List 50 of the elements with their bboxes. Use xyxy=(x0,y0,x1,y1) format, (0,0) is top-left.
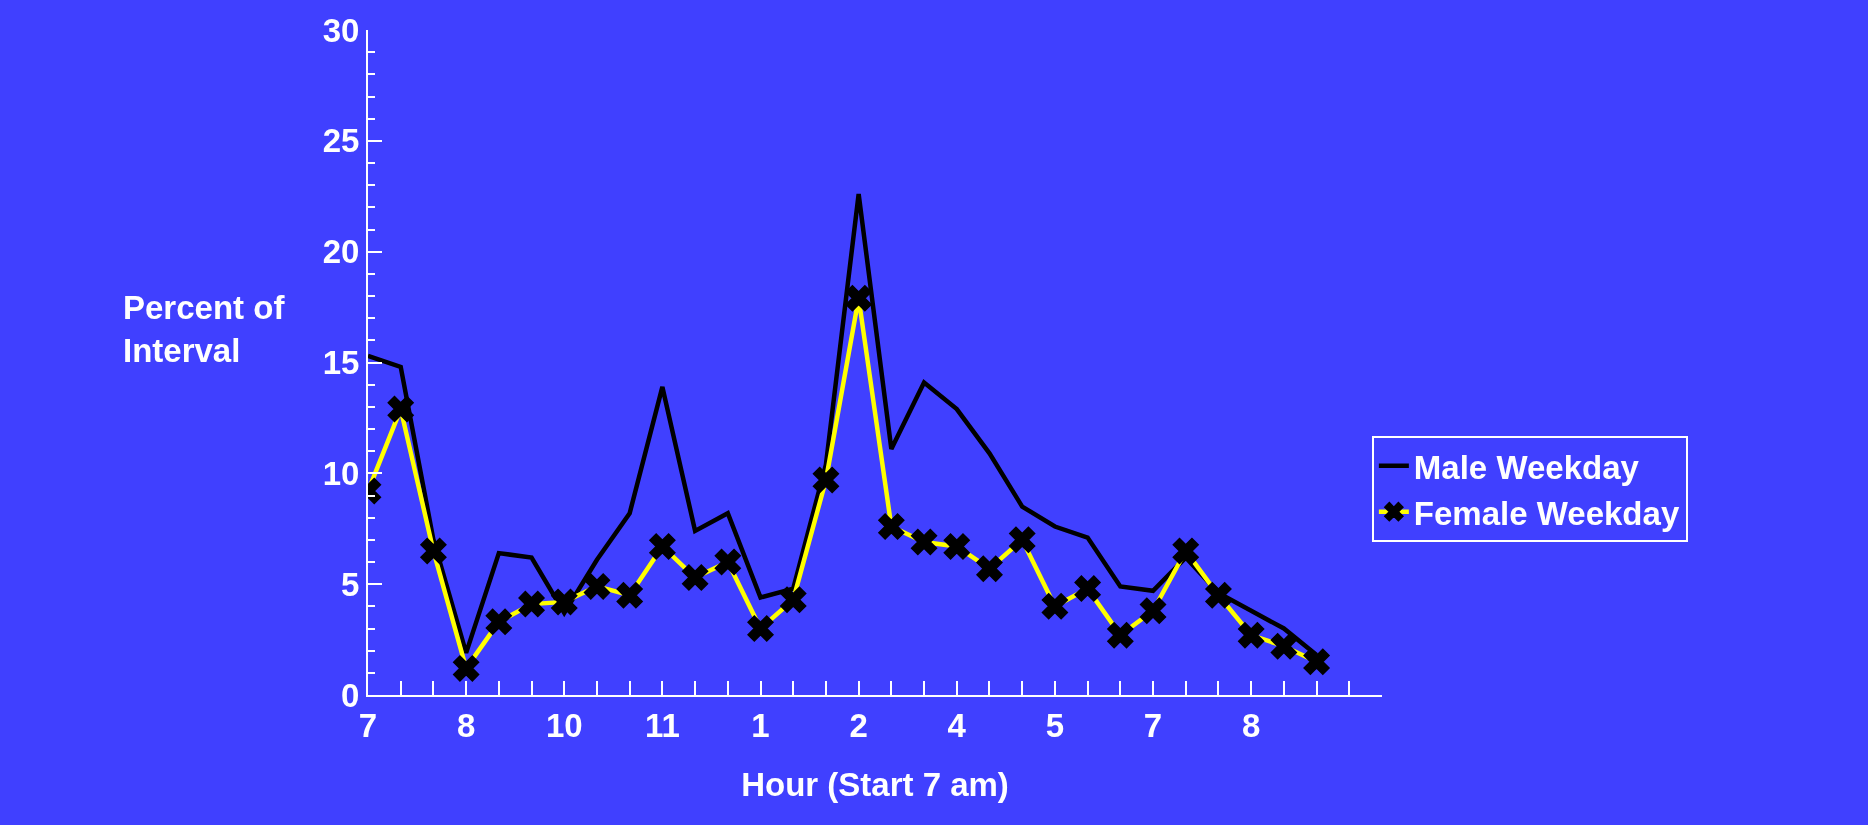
point xyxy=(1303,648,1330,675)
point xyxy=(976,555,1003,582)
y-axis-title: Percent of Interval xyxy=(123,289,286,369)
point xyxy=(551,588,578,616)
point xyxy=(910,528,938,556)
point xyxy=(943,533,970,560)
x-tick-label: 2 xyxy=(849,706,868,744)
y-tick-label: 25 xyxy=(322,122,360,160)
point xyxy=(747,615,774,642)
point xyxy=(1172,537,1199,565)
x-tick-label: 10 xyxy=(545,706,583,744)
x-tick-label: 7 xyxy=(1143,706,1163,744)
y-tick-label: 20 xyxy=(322,233,360,271)
y-tick-label: 15 xyxy=(322,344,360,382)
point xyxy=(878,513,905,540)
point xyxy=(714,548,741,576)
legend-label: Male Weekday xyxy=(1413,448,1640,486)
point xyxy=(1074,575,1101,602)
point xyxy=(485,608,513,636)
point xyxy=(616,582,643,609)
x-tick-label: 8 xyxy=(1241,706,1261,744)
y-tick-label: 30 xyxy=(322,11,360,49)
point xyxy=(845,285,872,312)
point xyxy=(1107,621,1134,649)
point xyxy=(1237,621,1265,649)
point xyxy=(1205,582,1232,609)
y-tick-label: 10 xyxy=(322,454,360,492)
legend-label: Female Weekday xyxy=(1413,494,1680,532)
point xyxy=(681,564,709,591)
point xyxy=(1009,526,1036,554)
y-tick-label: 5 xyxy=(341,565,360,603)
point xyxy=(780,586,807,613)
point xyxy=(649,533,676,560)
x-axis-title: Hour (Start 7 am) xyxy=(741,765,1009,803)
x-tick-label: 7 xyxy=(358,706,378,744)
x-tick-label: 8 xyxy=(456,706,476,744)
point xyxy=(1139,597,1167,624)
point xyxy=(452,655,480,682)
point xyxy=(420,537,447,565)
x-tick-label: 11 xyxy=(644,706,680,744)
point xyxy=(387,395,414,423)
x-tick-label: 4 xyxy=(947,706,967,744)
point xyxy=(812,466,840,494)
point xyxy=(518,590,545,618)
x-tick-label: 5 xyxy=(1045,706,1065,744)
x-tick-label: 1 xyxy=(751,706,770,744)
y-tick-label: 0 xyxy=(341,676,360,714)
point xyxy=(1270,633,1298,660)
point xyxy=(1041,593,1069,620)
point xyxy=(583,573,611,600)
